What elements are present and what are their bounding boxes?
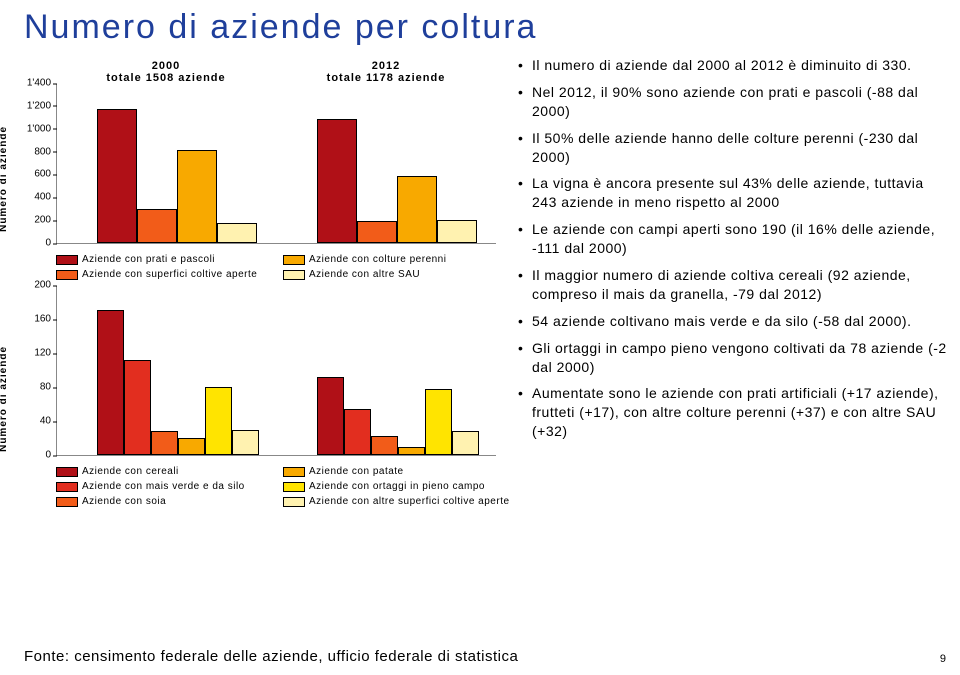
y-tick: 1'400 bbox=[11, 78, 51, 89]
bar bbox=[437, 220, 477, 243]
legend-label: Aziende con patate bbox=[309, 466, 404, 477]
legend-item: Aziende con mais verde e da silo bbox=[56, 481, 283, 492]
legend-swatch bbox=[56, 482, 78, 492]
legend-swatch bbox=[283, 270, 305, 280]
legend-label: Aziende con cereali bbox=[82, 466, 179, 477]
bar bbox=[137, 209, 177, 243]
chart2-legend: Aziende con cereali Aziende con patate Azi… bbox=[56, 466, 510, 507]
bullet-item: Gli ortaggi in campo pieno vengono colti… bbox=[518, 339, 948, 377]
y-tick: 600 bbox=[11, 169, 51, 180]
legend-swatch bbox=[56, 255, 78, 265]
legend-label: Aziende con altre SAU bbox=[309, 269, 420, 280]
bullet-list: Il numero di aziende dal 2000 al 2012 è … bbox=[518, 56, 948, 441]
bullet-item: Il numero di aziende dal 2000 al 2012 è … bbox=[518, 56, 948, 75]
chart-1: 2000 totale 1508 aziende 2012 totale 117… bbox=[0, 56, 510, 280]
bar-group bbox=[317, 119, 477, 243]
legend-item: Aziende con altre SAU bbox=[283, 269, 510, 280]
chart1-title-left-l1: 2000 bbox=[56, 60, 276, 72]
legend-label: Aziende con colture perenni bbox=[309, 254, 446, 265]
page-number: 9 bbox=[940, 653, 946, 665]
bullet-item: Nel 2012, il 90% sono aziende con prati … bbox=[518, 83, 948, 121]
legend-item: Aziende con prati e pascoli bbox=[56, 254, 283, 265]
legend-label: Aziende con superfici coltive aperte bbox=[82, 269, 257, 280]
chart1-title-right-l1: 2012 bbox=[276, 60, 496, 72]
legend-item: Aziende con colture perenni bbox=[283, 254, 510, 265]
bullet-item: Il 50% delle aziende hanno delle colture… bbox=[518, 129, 948, 167]
legend-item: Aziende con soia bbox=[56, 496, 283, 507]
bar bbox=[205, 387, 232, 455]
chart1-title-right-l2: totale 1178 aziende bbox=[276, 72, 496, 84]
y-tick: 800 bbox=[11, 146, 51, 157]
chart2-y-axis-label: Numero di aziende bbox=[0, 346, 9, 452]
y-tick: 120 bbox=[11, 348, 51, 359]
bar bbox=[97, 310, 124, 455]
bar bbox=[344, 409, 371, 455]
y-tick: 400 bbox=[11, 192, 51, 203]
legend-swatch bbox=[56, 497, 78, 507]
chart1-plot: 02004006008001'0001'2001'400 bbox=[56, 84, 496, 244]
bar bbox=[124, 360, 151, 455]
bar bbox=[97, 109, 137, 243]
bullet-item: Il maggior numero di aziende coltiva cer… bbox=[518, 266, 948, 304]
legend-swatch bbox=[283, 467, 305, 477]
charts-column: 2000 totale 1508 aziende 2012 totale 117… bbox=[0, 56, 510, 513]
legend-item: Aziende con patate bbox=[283, 466, 510, 477]
bar bbox=[178, 438, 205, 455]
bar bbox=[452, 431, 479, 455]
legend-label: Aziende con soia bbox=[82, 496, 166, 507]
bar bbox=[177, 150, 217, 243]
bar bbox=[371, 436, 398, 455]
legend-label: Aziende con mais verde e da silo bbox=[82, 481, 245, 492]
chart2-plot: 04080120160200 bbox=[56, 286, 496, 456]
bar bbox=[217, 223, 257, 243]
legend-label: Aziende con prati e pascoli bbox=[82, 254, 215, 265]
chart1-legend: Aziende con prati e pascoli Aziende con c… bbox=[56, 254, 510, 280]
chart-2: Numero di aziende 04080120160200 Aziende… bbox=[0, 286, 510, 507]
bullet-item: 54 aziende coltivano mais verde e da sil… bbox=[518, 312, 948, 331]
y-tick: 1'200 bbox=[11, 100, 51, 111]
y-tick: 200 bbox=[11, 215, 51, 226]
legend-item: Aziende con cereali bbox=[56, 466, 283, 477]
bar bbox=[232, 430, 259, 456]
bar-group bbox=[97, 310, 259, 455]
legend-label: Aziende con altre superfici coltive aper… bbox=[309, 496, 510, 507]
legend-item: Aziende con superfici coltive aperte bbox=[56, 269, 283, 280]
page-title: Numero di aziende per coltura bbox=[24, 8, 537, 47]
legend-swatch bbox=[283, 497, 305, 507]
bar bbox=[398, 447, 425, 456]
bar bbox=[397, 176, 437, 243]
bar-group bbox=[317, 377, 479, 455]
bullet-item: Le aziende con campi aperti sono 190 (il… bbox=[518, 220, 948, 258]
legend-swatch bbox=[283, 255, 305, 265]
text-column: Il numero di aziende dal 2000 al 2012 è … bbox=[518, 56, 948, 449]
bar bbox=[317, 119, 357, 243]
y-tick: 40 bbox=[11, 416, 51, 427]
y-tick: 200 bbox=[11, 280, 51, 291]
bar bbox=[151, 431, 178, 455]
bullet-item: Aumentate sono le aziende con prati arti… bbox=[518, 384, 948, 441]
legend-swatch bbox=[56, 467, 78, 477]
y-tick: 1'000 bbox=[11, 123, 51, 134]
legend-label: Aziende con ortaggi in pieno campo bbox=[309, 481, 485, 492]
y-tick: 80 bbox=[11, 382, 51, 393]
bar bbox=[357, 221, 397, 243]
legend-item: Aziende con altre superfici coltive aper… bbox=[283, 496, 510, 507]
legend-swatch bbox=[56, 270, 78, 280]
bar bbox=[317, 377, 344, 455]
y-tick: 0 bbox=[11, 238, 51, 249]
legend-swatch bbox=[283, 482, 305, 492]
bullet-item: La vigna è ancora presente sul 43% delle… bbox=[518, 174, 948, 212]
source-line: Fonte: censimento federale delle aziende… bbox=[24, 648, 518, 665]
bar-group bbox=[97, 109, 257, 243]
chart1-title-left-l2: totale 1508 aziende bbox=[56, 72, 276, 84]
y-tick: 160 bbox=[11, 314, 51, 325]
y-tick: 0 bbox=[11, 450, 51, 461]
chart1-y-axis-label: Numero di aziende bbox=[0, 126, 9, 232]
legend-item: Aziende con ortaggi in pieno campo bbox=[283, 481, 510, 492]
bar bbox=[425, 389, 452, 455]
